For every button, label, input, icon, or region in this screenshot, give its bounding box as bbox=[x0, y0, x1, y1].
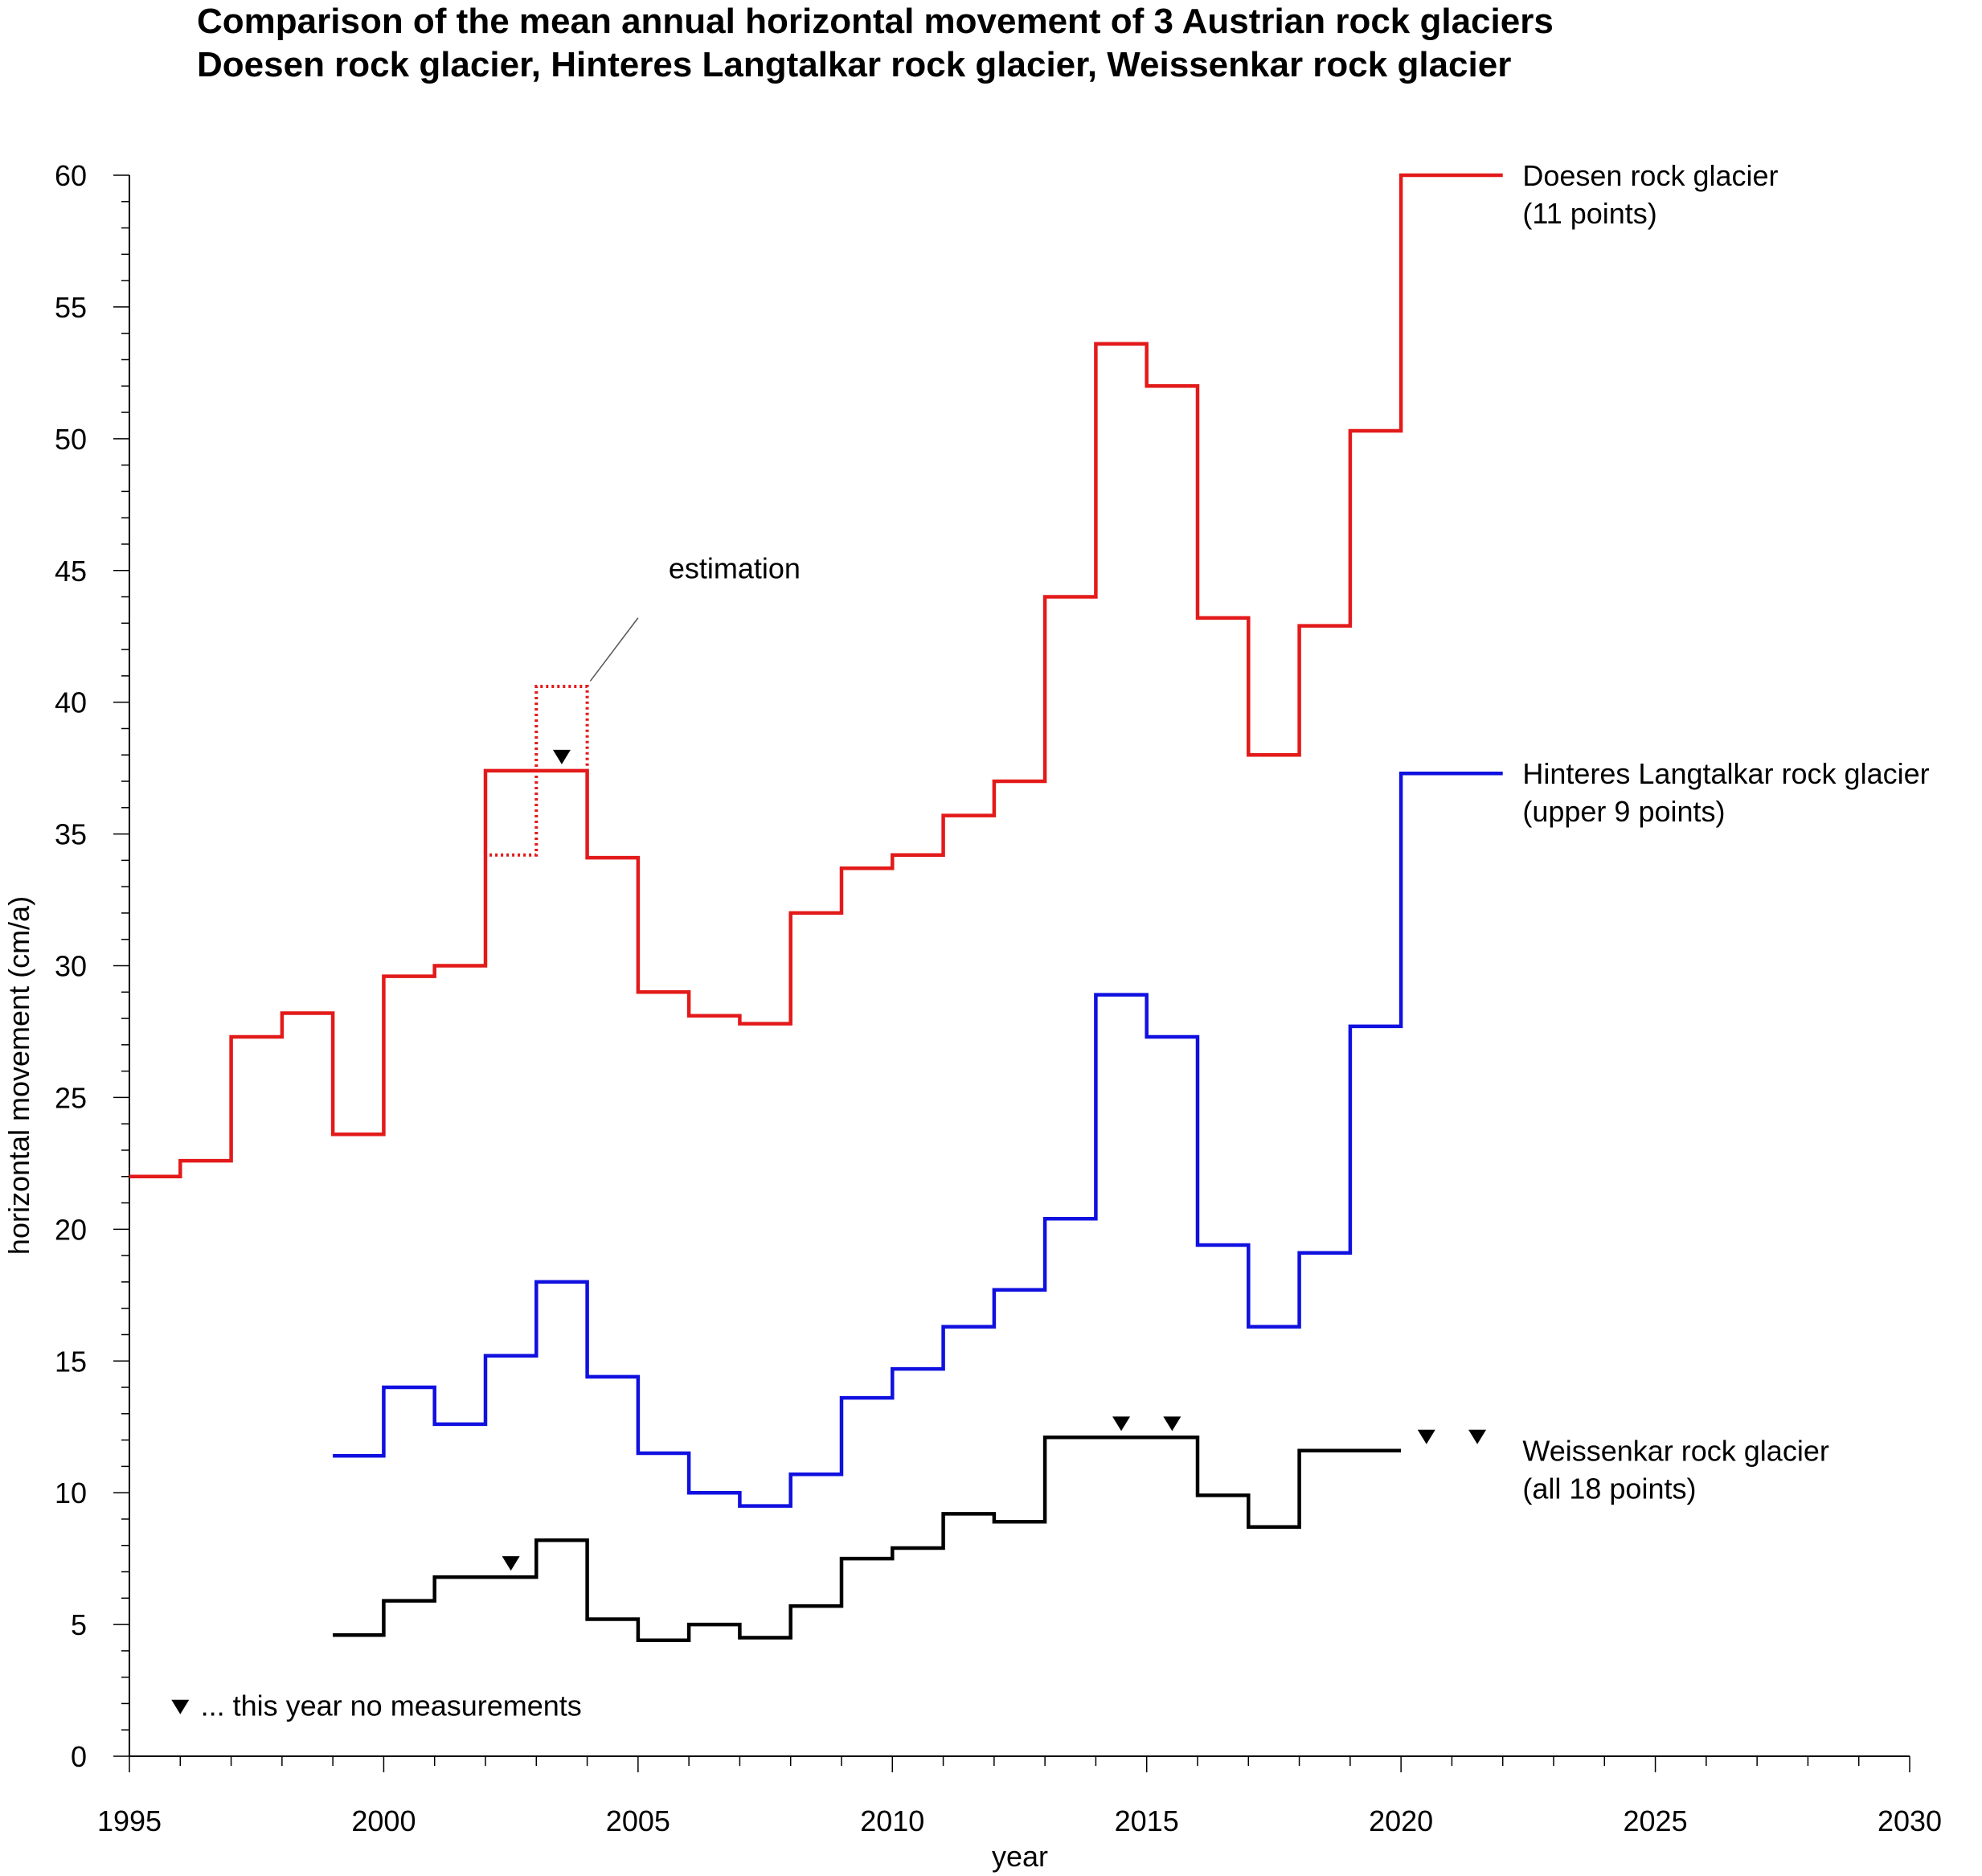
no-measurement-marker bbox=[502, 1556, 520, 1571]
y-tick-label: 30 bbox=[55, 950, 87, 983]
series-note-2: (upper 9 points) bbox=[1522, 795, 1725, 828]
legend-marker bbox=[171, 1699, 190, 1714]
x-tick-label: 2010 bbox=[860, 1804, 924, 1837]
estimation-label: estimation bbox=[669, 552, 801, 585]
series-line-3 bbox=[333, 1436, 1402, 1643]
series-label-3: Weissenkar rock glacier bbox=[1522, 1435, 1828, 1468]
chart-subtitle: Doesen rock glacier, Hinteres Langtalkar… bbox=[197, 45, 1512, 84]
y-tick-label: 25 bbox=[55, 1081, 87, 1114]
estimation-leader bbox=[589, 617, 639, 682]
y-tick-label: 50 bbox=[55, 423, 87, 456]
y-tick-label: 10 bbox=[55, 1477, 87, 1509]
y-tick-label: 20 bbox=[55, 1213, 87, 1246]
y-tick-label: 45 bbox=[55, 555, 87, 588]
no-measurement-marker bbox=[1163, 1416, 1181, 1432]
series-label-1: Doesen rock glacier bbox=[1522, 159, 1778, 192]
x-tick-label: 1995 bbox=[97, 1804, 162, 1837]
y-tick-label: 60 bbox=[55, 159, 87, 192]
no-measurement-marker bbox=[1468, 1429, 1487, 1444]
x-tick-label: 2000 bbox=[351, 1804, 416, 1837]
series-line-2 bbox=[333, 771, 1503, 1508]
x-tick-label: 2015 bbox=[1115, 1804, 1179, 1837]
series-note-3: (all 18 points) bbox=[1522, 1473, 1696, 1505]
series-layer: estimation Doesen rock glacier (11 points)… bbox=[129, 159, 1930, 1643]
x-tick-label: 2030 bbox=[1878, 1804, 1942, 1837]
y-axis-label: horizontal movement (cm/a) bbox=[2, 896, 35, 1255]
series-line-1 bbox=[129, 173, 1503, 1179]
no-measurement-marker bbox=[1417, 1429, 1435, 1444]
y-tick-label: 40 bbox=[55, 686, 87, 719]
y-tick-label: 55 bbox=[55, 291, 87, 324]
x-axis-label: year bbox=[992, 1840, 1048, 1873]
legend-note: ... this year no measurements bbox=[201, 1690, 582, 1722]
no-measurement-marker bbox=[1112, 1416, 1131, 1432]
estimation-line bbox=[489, 685, 589, 857]
chart-title: Comparison of the mean annual horizontal… bbox=[197, 2, 1554, 41]
x-tick-label: 2020 bbox=[1369, 1804, 1433, 1837]
series-note-1: (11 points) bbox=[1522, 197, 1656, 230]
series-label-2: Hinteres Langtalkar rock glacier bbox=[1522, 757, 1929, 790]
x-tick-label: 2025 bbox=[1624, 1804, 1688, 1837]
y-tick-label: 35 bbox=[55, 818, 87, 851]
y-tick-label: 5 bbox=[71, 1608, 87, 1641]
x-tick-label: 2005 bbox=[606, 1804, 670, 1837]
marker-layer: ... this year no measurements bbox=[171, 749, 1487, 1722]
y-tick-label: 0 bbox=[71, 1740, 87, 1773]
no-measurement-marker bbox=[552, 749, 571, 764]
y-tick-label: 15 bbox=[55, 1345, 87, 1378]
